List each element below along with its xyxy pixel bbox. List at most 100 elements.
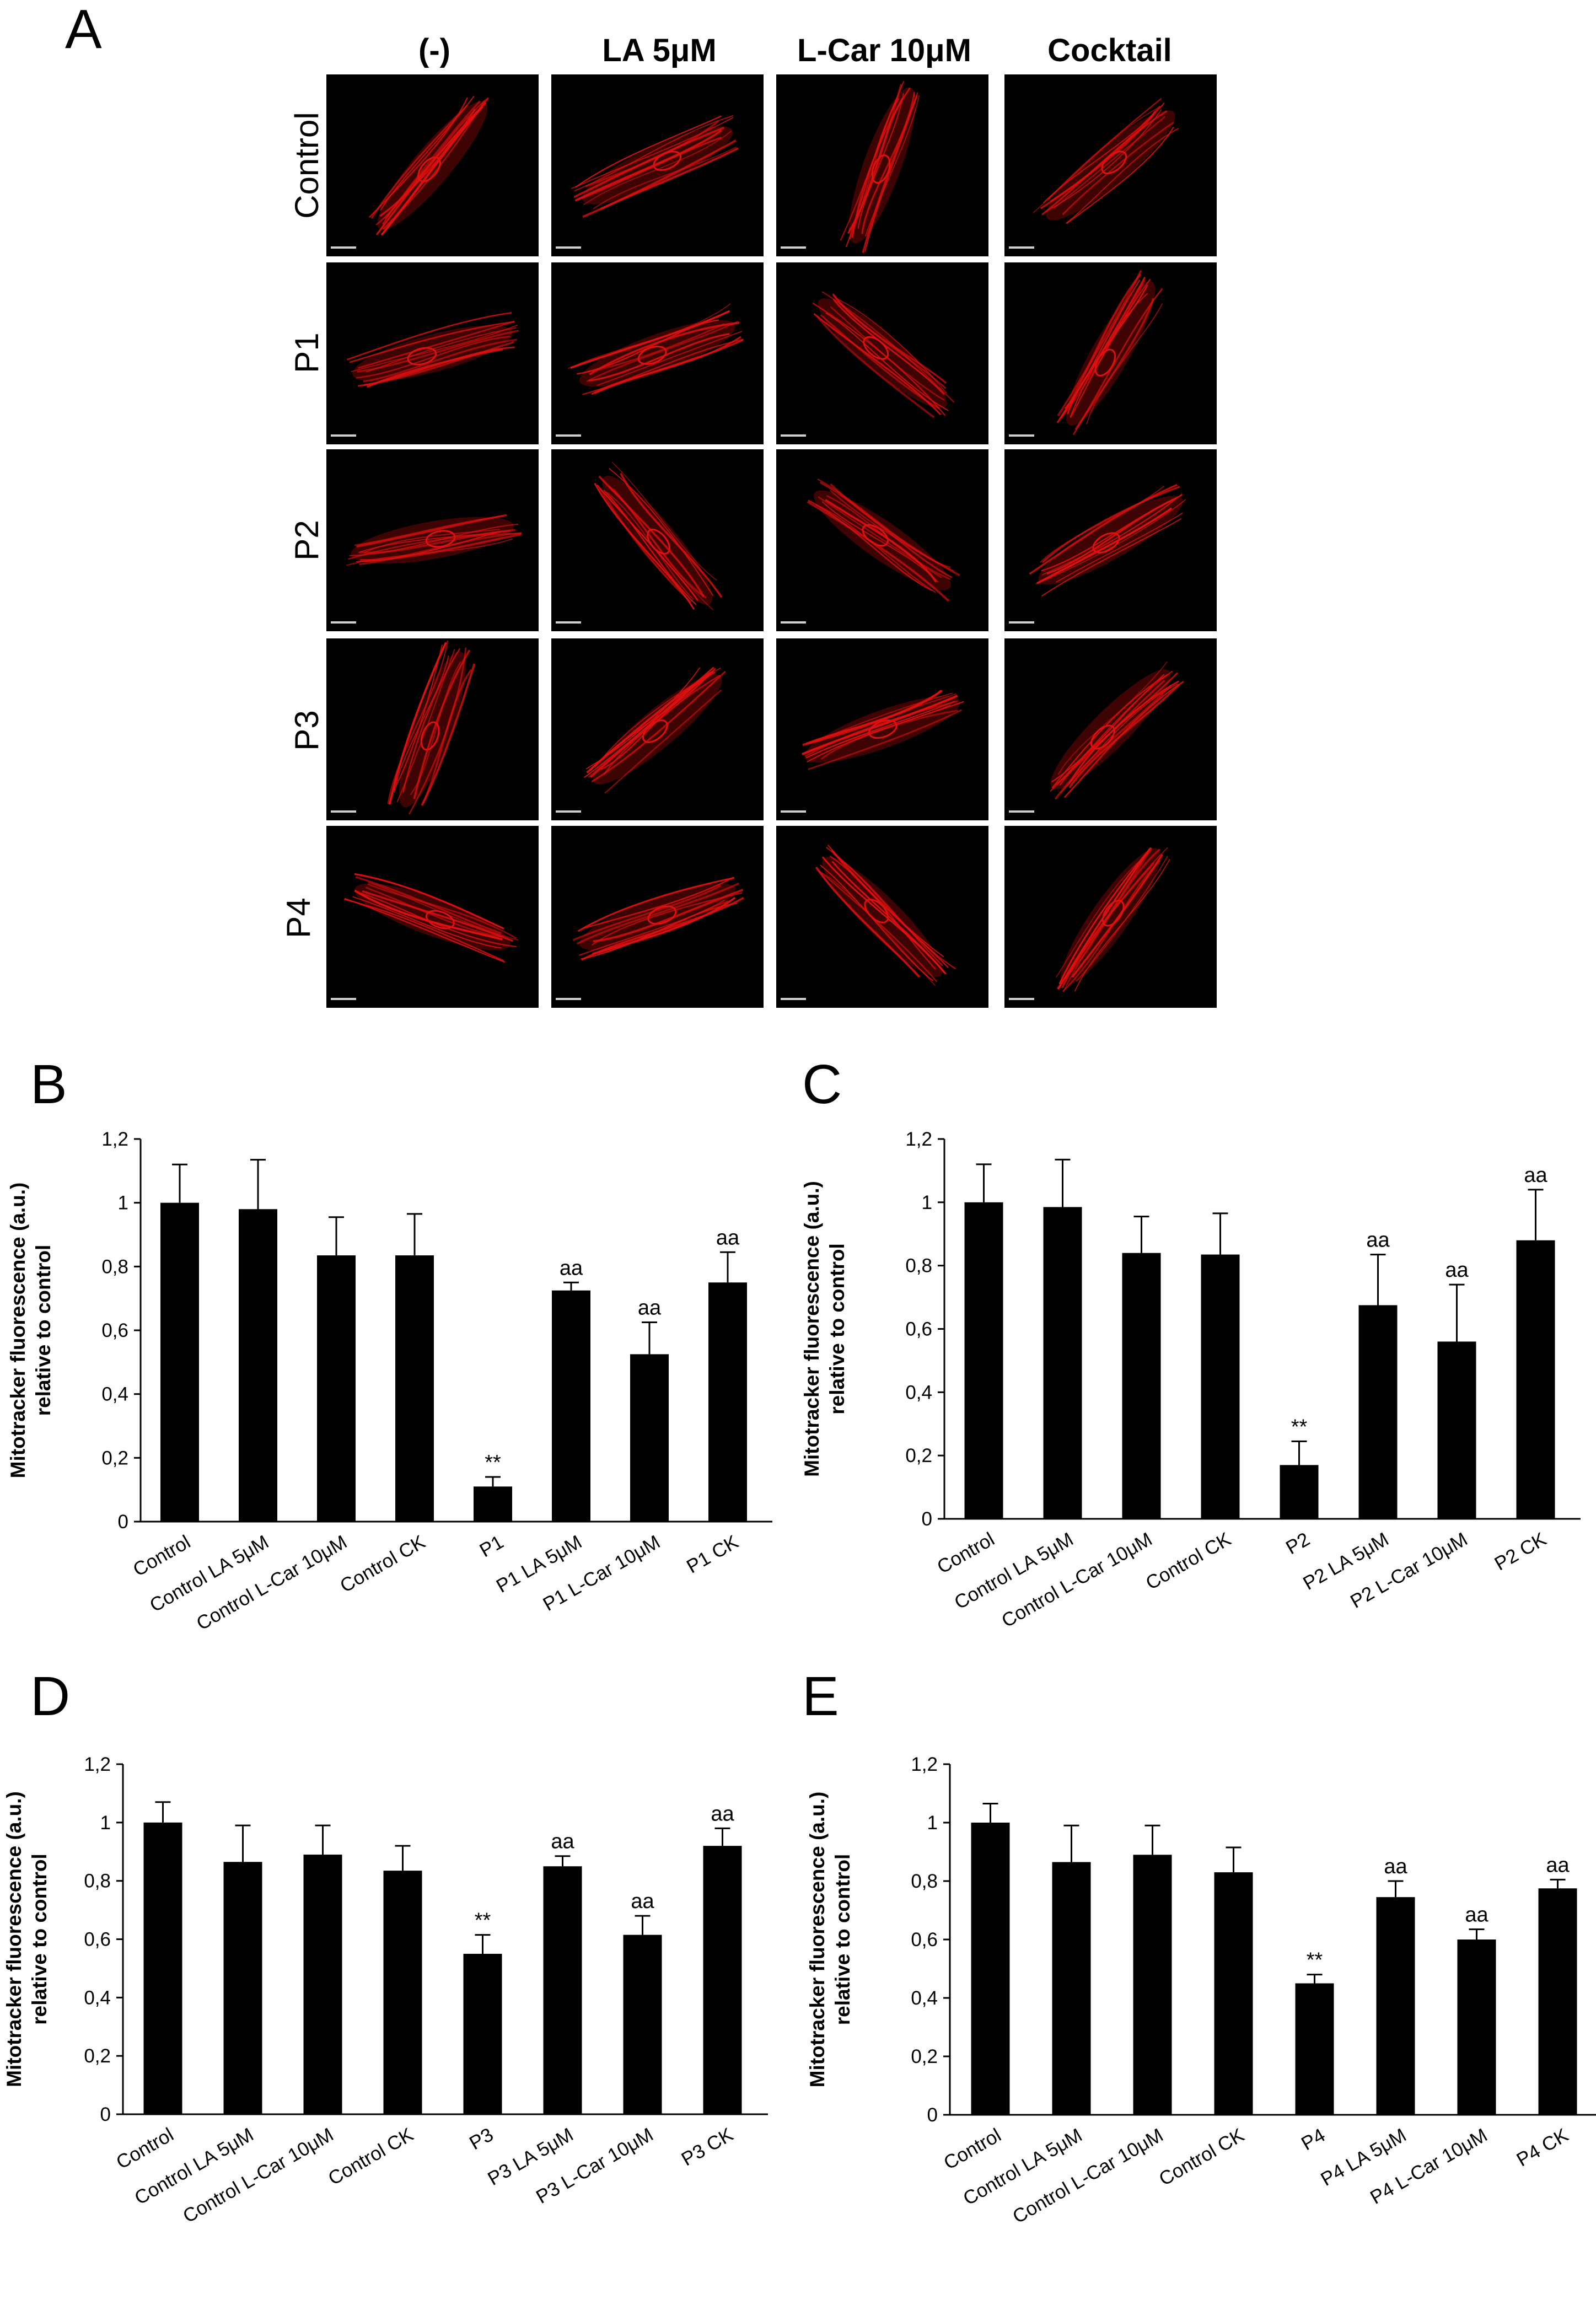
significance-label: ** xyxy=(475,1909,491,1932)
bar xyxy=(1280,1465,1319,1519)
column-header-lcar: L-Car 10μM xyxy=(797,33,971,68)
bar xyxy=(463,1953,502,2114)
bar xyxy=(303,1855,342,2114)
micrograph-p1-col1 xyxy=(326,262,539,444)
bar xyxy=(623,1935,662,2114)
y-axis-label: Mitotracker fluorescence (a.u.) relative … xyxy=(3,1791,51,2087)
significance-label: aa xyxy=(711,1802,734,1825)
scale-bar xyxy=(556,621,581,624)
significance-label: aa xyxy=(631,1890,654,1913)
bar xyxy=(1437,1341,1476,1519)
y-tick-label: 0 xyxy=(118,1511,128,1533)
bar xyxy=(971,1823,1010,2115)
micrograph-control-col4 xyxy=(1004,74,1217,256)
y-tick-label: 1,2 xyxy=(911,1754,938,1775)
micrograph-p3-col4 xyxy=(1004,638,1217,820)
significance-label: aa xyxy=(1465,1903,1488,1926)
panel-d-letter: D xyxy=(30,1665,71,1727)
bar xyxy=(1516,1240,1555,1519)
panel-b-letter: B xyxy=(30,1054,67,1115)
row-label-p4: P4 xyxy=(280,898,317,938)
y-tick-label: 0,8 xyxy=(101,1256,128,1277)
significance-label: aa xyxy=(1384,1855,1407,1878)
category-label: P3 CK xyxy=(678,2124,737,2170)
scale-bar xyxy=(781,621,806,624)
category-label: Control xyxy=(112,2124,177,2173)
micrograph-p3-col2 xyxy=(551,638,764,820)
scale-bar xyxy=(331,246,356,249)
bar xyxy=(223,1862,262,2114)
micrograph-p2-col2 xyxy=(551,449,764,631)
category-label: Control L-Car 10μM xyxy=(179,2124,337,2227)
bar xyxy=(1133,1855,1172,2115)
category-label: P2 xyxy=(1282,1528,1314,1559)
micrograph-p2-col1 xyxy=(326,449,539,631)
scale-bar xyxy=(556,246,581,249)
y-tick-label: 1 xyxy=(118,1192,128,1214)
column-header-la: LA 5μM xyxy=(602,33,717,68)
micrograph-p4-col3 xyxy=(776,826,988,1008)
y-tick-label: 0,6 xyxy=(84,1929,111,1951)
bar xyxy=(1295,1983,1334,2115)
bar xyxy=(143,1822,182,2114)
y-tick-label: 1 xyxy=(922,1192,932,1213)
panel-c-letter: C xyxy=(802,1054,842,1115)
bar xyxy=(1214,1872,1253,2115)
y-tick-label: 0,2 xyxy=(84,2045,111,2067)
column-header-untreated: (-) xyxy=(418,33,450,68)
bar-chart-d: 0 0,2 0,4 0,6 0,8 1 1,2 Mitotracker fluorescenc… xyxy=(3,1754,768,2227)
y-tick-label: 1,2 xyxy=(84,1754,111,1775)
y-tick-label: 1,2 xyxy=(905,1129,932,1150)
y-tick-label: 0,8 xyxy=(84,1871,111,1892)
significance-label: aa xyxy=(1366,1229,1390,1252)
row-label-p3: P3 xyxy=(288,710,325,751)
y-tick-label: 0,2 xyxy=(911,2046,938,2067)
category-label: P4 xyxy=(1298,2124,1329,2155)
y-tick-label: 0 xyxy=(922,1508,932,1530)
y-tick-label: 0,8 xyxy=(905,1255,932,1277)
significance-label: ** xyxy=(485,1451,501,1474)
y-tick-label: 0,6 xyxy=(911,1929,938,1951)
category-label: Control xyxy=(130,1531,194,1581)
bar xyxy=(160,1202,199,1522)
bar xyxy=(1043,1207,1082,1519)
category-label: P4 CK xyxy=(1513,2124,1572,2170)
bar-chart-e: 0 0,2 0,4 0,6 0,8 1 1,2 Mitotracker fluorescenc… xyxy=(806,1754,1596,2228)
bar xyxy=(964,1202,1003,1519)
y-tick-label: 0,6 xyxy=(101,1320,128,1341)
significance-label: aa xyxy=(551,1830,574,1853)
y-axis-label: Mitotracker fluorescence (a.u.) relative … xyxy=(7,1183,55,1479)
y-tick-label: 0 xyxy=(927,2104,938,2126)
y-tick-label: 0,2 xyxy=(905,1445,932,1466)
scale-bar xyxy=(331,810,356,813)
y-axis-label: Mitotracker fluorescence (a.u.) relative … xyxy=(800,1181,848,1477)
bar xyxy=(239,1209,277,1522)
significance-label: ** xyxy=(1291,1415,1308,1438)
scale-bar xyxy=(1009,246,1034,249)
scale-bar xyxy=(781,810,806,813)
scale-bar xyxy=(556,810,581,813)
y-axis-label-line: relative to control xyxy=(32,1245,55,1416)
scale-bar xyxy=(781,998,806,1000)
y-axis-label-line: relative to control xyxy=(826,1243,848,1414)
significance-label: aa xyxy=(638,1297,662,1320)
significance-label: aa xyxy=(560,1256,583,1280)
category-label: Control CK xyxy=(325,2124,417,2189)
y-tick-label: 0,2 xyxy=(101,1447,128,1469)
row-label-p1: P1 xyxy=(288,332,325,373)
category-label: Control L-Car 10μM xyxy=(998,1528,1156,1632)
scale-bar xyxy=(556,998,581,1000)
micrograph-p4-col1 xyxy=(326,826,539,1008)
micrograph-control-col1 xyxy=(326,74,539,256)
bar xyxy=(1122,1253,1161,1519)
scale-bar xyxy=(1009,621,1034,624)
y-tick-label: 0,4 xyxy=(84,1987,111,2008)
micrograph-p4-col2 xyxy=(551,826,764,1008)
category-label: Control xyxy=(940,2124,1004,2174)
scale-bar xyxy=(1009,810,1034,813)
scale-bar xyxy=(556,434,581,437)
bar xyxy=(552,1290,590,1522)
category-label: P3 xyxy=(466,2124,497,2154)
bar xyxy=(1376,1897,1415,2115)
bar xyxy=(630,1354,669,1522)
